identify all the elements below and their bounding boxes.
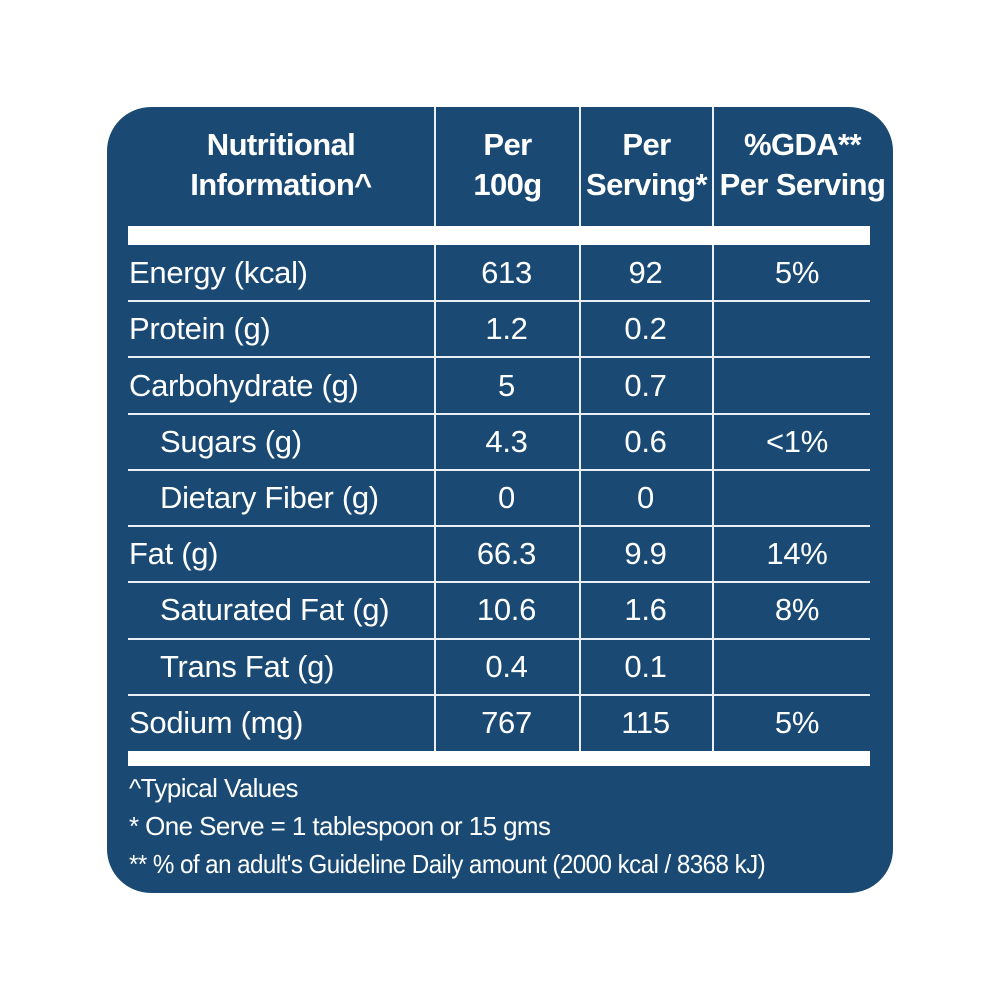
table-row-dietary-fiber: Dietary Fiber (g) 0 0: [107, 470, 893, 528]
cell-label: Fat (g): [129, 536, 219, 572]
header-line: 100g: [473, 167, 542, 202]
cell-per-100g: 767: [481, 704, 532, 740]
cell-per-100g: 66.3: [476, 536, 537, 572]
header-line: Per: [622, 127, 671, 162]
cell-label: Sugars (g): [160, 423, 302, 459]
cell-label: Energy (kcal): [129, 255, 308, 291]
cell-label: Carbohydrate (g): [129, 367, 359, 403]
header-line: Per: [483, 127, 532, 162]
cell-per-100g: 613: [481, 255, 532, 291]
cell-per-100g: 10.6: [476, 592, 537, 628]
header-line: Per Serving: [719, 167, 886, 202]
header-line: Serving*: [586, 167, 708, 202]
cell-per-100g: 0: [498, 479, 515, 515]
footer-divider-bar: [128, 751, 870, 766]
table-row-carbohydrate: Carbohydrate (g) 5 0.7: [107, 357, 893, 415]
cell-label: Trans Fat (g): [160, 648, 335, 684]
cell-per-serving: 1.6: [624, 592, 667, 628]
column-separator-3: [712, 107, 714, 751]
cell-per-serving: 0.1: [624, 648, 667, 684]
table-row-sodium: Sodium (mg) 767 115 5%: [107, 695, 893, 751]
cell-gda: 14%: [766, 536, 828, 572]
cell-label: Sodium (mg): [129, 704, 304, 740]
cell-per-serving: 0: [637, 479, 654, 515]
cell-per-serving: 92: [628, 255, 663, 291]
cell-per-serving: 0.6: [624, 423, 667, 459]
column-separator-1: [434, 107, 436, 751]
header-col-per-serving: Per Serving*: [581, 107, 712, 226]
header-line: %GDA**: [744, 127, 862, 162]
cell-gda: 8%: [774, 592, 820, 628]
cell-label: Dietary Fiber (g): [160, 479, 379, 515]
table-row-protein: Protein (g) 1.2 0.2: [107, 301, 893, 359]
nutrition-label-card: Nutritional Information^ Per 100g Per Se…: [107, 107, 893, 893]
footnotes: ^Typical Values * One Serve = 1 tablespo…: [129, 769, 882, 883]
footnote-one-serve: * One Serve = 1 tablespoon or 15 gms: [129, 811, 551, 841]
cell-gda: 5%: [774, 255, 820, 291]
cell-per-serving: 0.2: [624, 311, 667, 347]
cell-per-serving: 115: [621, 704, 670, 740]
table-row-saturated-fat: Saturated Fat (g) 10.6 1.6 8%: [107, 582, 893, 640]
cell-per-100g: 0.4: [485, 648, 528, 684]
cell-per-100g: 5: [498, 367, 515, 403]
cell-gda: <1%: [765, 423, 828, 459]
cell-label: Protein (g): [129, 311, 271, 347]
table-body: Energy (kcal) 613 92 5% Protein (g) 1.2 …: [107, 245, 893, 751]
cell-per-serving: 9.9: [624, 536, 667, 572]
table-row-fat: Fat (g) 66.3 9.9 14%: [107, 526, 893, 584]
header-line: Nutritional: [206, 127, 356, 162]
header-divider-bar: [128, 226, 870, 245]
header-col-nutritional-information: Nutritional Information^: [128, 107, 434, 226]
table-header: Nutritional Information^ Per 100g Per Se…: [107, 107, 893, 226]
table-row-trans-fat: Trans Fat (g) 0.4 0.1: [107, 639, 893, 696]
table-row-energy: Energy (kcal) 613 92 5%: [107, 245, 893, 303]
table-row-sugars: Sugars (g) 4.3 0.6 <1%: [107, 414, 893, 472]
header-col-per-100g: Per 100g: [436, 107, 579, 226]
cell-gda: 5%: [774, 704, 820, 740]
footnote-gda-definition: ** % of an adult's Guideline Daily amoun…: [129, 849, 766, 879]
column-separator-2: [579, 107, 581, 751]
cell-label: Saturated Fat (g): [160, 592, 390, 628]
footnote-typical-values: ^Typical Values: [129, 773, 299, 803]
cell-per-serving: 0.7: [624, 367, 667, 403]
cell-per-100g: 4.3: [485, 423, 528, 459]
header-line: Information^: [190, 167, 372, 202]
cell-per-100g: 1.2: [485, 311, 528, 347]
header-col-gda-per-serving: %GDA** Per Serving: [712, 107, 893, 226]
